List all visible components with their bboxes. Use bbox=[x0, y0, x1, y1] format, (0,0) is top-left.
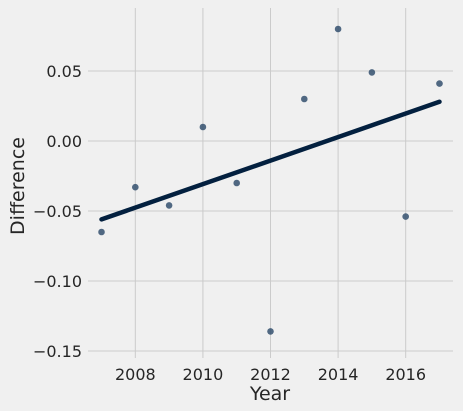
data-point bbox=[368, 69, 376, 76]
points-layer bbox=[98, 25, 443, 335]
y-axis-label: Difference bbox=[7, 137, 29, 235]
data-point bbox=[334, 25, 342, 33]
fit-line-layer bbox=[99, 99, 442, 222]
y-tick-label: 0.05 bbox=[46, 62, 82, 81]
regression-line bbox=[99, 99, 442, 222]
data-point bbox=[132, 183, 139, 191]
data-point bbox=[402, 213, 409, 220]
data-point bbox=[267, 328, 274, 335]
data-point bbox=[300, 95, 308, 103]
y-tick-labels: −0.15 −0.10 −0.05 0.00 0.05 bbox=[33, 62, 82, 361]
data-point bbox=[98, 228, 105, 236]
y-tick-label: 0.00 bbox=[46, 132, 82, 151]
y-tick-label: −0.05 bbox=[33, 202, 82, 221]
data-point bbox=[199, 123, 207, 131]
x-tick-label: 2014 bbox=[318, 365, 359, 384]
data-point bbox=[436, 80, 443, 87]
data-point bbox=[165, 202, 173, 209]
y-tick-label: −0.15 bbox=[33, 342, 82, 361]
x-tick-label: 2016 bbox=[385, 365, 426, 384]
x-tick-label: 2012 bbox=[250, 365, 291, 384]
x-tick-label: 2008 bbox=[115, 365, 156, 384]
grid bbox=[88, 8, 453, 358]
data-point bbox=[233, 179, 241, 187]
x-tick-labels: 2008 2010 2012 2014 2016 bbox=[115, 365, 426, 384]
x-tick-label: 2010 bbox=[183, 365, 224, 384]
x-axis-label: Year bbox=[249, 383, 290, 405]
y-tick-label: −0.10 bbox=[33, 272, 82, 291]
